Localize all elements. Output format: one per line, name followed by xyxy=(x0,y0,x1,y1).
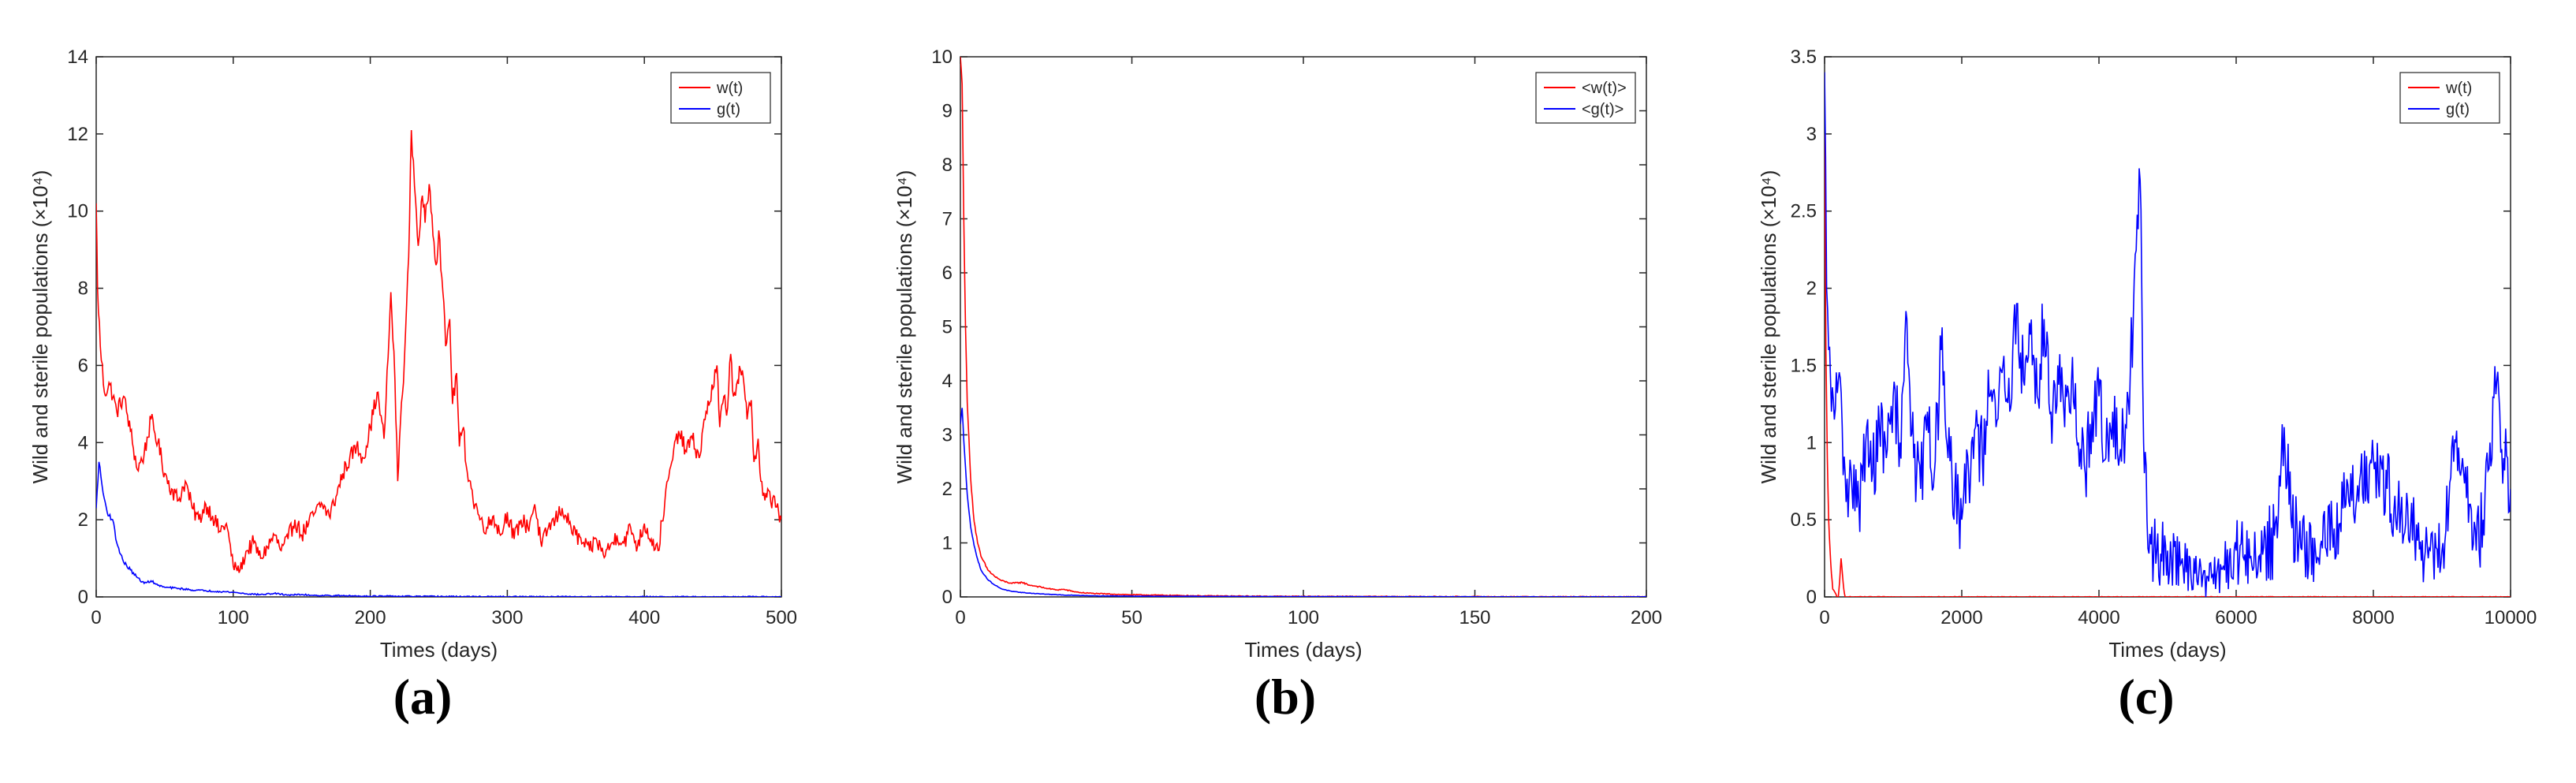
legend-entry: w(t) xyxy=(2445,80,2472,97)
y-tick-label: 6 xyxy=(942,263,952,284)
y-tick-label: 9 xyxy=(942,101,952,122)
legend-box xyxy=(2399,72,2500,124)
y-tick-label: 4 xyxy=(942,371,952,392)
x-tick-label: 200 xyxy=(355,607,386,628)
y-tick-label: 10 xyxy=(931,47,952,68)
panel-label: (c) xyxy=(2118,669,2174,725)
x-tick-label: 4000 xyxy=(2078,607,2119,628)
x-tick-label: 100 xyxy=(218,607,249,628)
x-tick-label: 8000 xyxy=(2352,607,2394,628)
y-tick-label: 3 xyxy=(942,425,952,446)
legend-entry: g(t) xyxy=(2446,101,2470,118)
y-tick-label: 10 xyxy=(67,201,88,222)
y-tick-label: 4 xyxy=(78,432,88,453)
x-tick-label: 50 xyxy=(1121,607,1143,628)
x-tick-label: 0 xyxy=(91,607,101,628)
y-tick-label: 0 xyxy=(1806,587,1817,608)
legend-entry: w(t) xyxy=(716,80,743,97)
y-tick-label: 12 xyxy=(67,124,88,145)
series-line-c-0 xyxy=(1825,133,2511,597)
legend: w(t) g(t) xyxy=(2399,72,2500,124)
chart-panel-b: 0 50 100 150 200 0 1 2 3 4 5 6 7 8 9 10 Times (days) Wild… xyxy=(893,47,1662,725)
x-tick-label: 0 xyxy=(955,607,965,628)
panel-label: (b) xyxy=(1254,669,1316,725)
series-line-a-0 xyxy=(96,129,781,573)
x-axis-label: Times (days) xyxy=(380,638,498,662)
x-tick-label: 400 xyxy=(628,607,660,628)
series-line-a-1 xyxy=(96,461,781,597)
y-tick-label: 8 xyxy=(942,155,952,176)
y-tick-label: 1.5 xyxy=(1791,355,1817,376)
chart-panel-c: 0 2000 4000 6000 8000 10000 0 0.5 1 1.5 2 2.5 3 3.5 Ti… xyxy=(1757,47,2537,725)
y-tick-label: 6 xyxy=(78,355,88,376)
x-tick-label: 6000 xyxy=(2215,607,2257,628)
legend-box xyxy=(670,72,771,124)
y-tick-label: 2 xyxy=(78,509,88,531)
y-tick-label: 2 xyxy=(942,479,952,500)
y-tick-label: 2 xyxy=(1806,278,1817,300)
y-tick-label: 8 xyxy=(78,278,88,300)
y-tick-label: 0 xyxy=(942,587,952,608)
legend-entry: <w(t)> xyxy=(1582,80,1627,97)
series-line-b-0 xyxy=(960,57,1646,597)
legend-entry: g(t) xyxy=(717,101,740,118)
panel-label: (a) xyxy=(393,669,453,725)
x-tick-label: 10000 xyxy=(2485,607,2537,628)
legend-entry: <g(t)> xyxy=(1582,101,1624,118)
x-tick-label: 100 xyxy=(1288,607,1319,628)
y-tick-label: 1 xyxy=(1806,432,1817,453)
chart-panel-a: 0 100 200 300 400 500 0 2 4 6 8 10 12 14 Times (days) W… xyxy=(28,47,797,725)
y-tick-label: 14 xyxy=(67,47,88,68)
y-tick-label: 1 xyxy=(942,533,952,554)
x-tick-label: 300 xyxy=(491,607,523,628)
x-tick-label: 2000 xyxy=(1940,607,1982,628)
series-line-b-1 xyxy=(960,408,1646,597)
y-axis-label: Wild and sterile populations (×10⁴) xyxy=(893,170,916,484)
y-tick-label: 3 xyxy=(1806,124,1817,145)
plot-area xyxy=(960,56,1647,598)
x-tick-label: 200 xyxy=(1631,607,1662,628)
y-axis-label: Wild and sterile populations (×10⁴) xyxy=(1757,170,1780,484)
y-tick-label: 0 xyxy=(78,587,88,608)
x-tick-label: 0 xyxy=(1819,607,1829,628)
legend-box xyxy=(1535,72,1636,124)
x-axis-label: Times (days) xyxy=(1244,638,1362,662)
x-tick-label: 500 xyxy=(766,607,797,628)
series-line-c-1 xyxy=(1825,72,2511,597)
y-tick-label: 5 xyxy=(942,317,952,338)
y-tick-label: 7 xyxy=(942,209,952,230)
y-tick-label: 0.5 xyxy=(1791,509,1817,531)
legend: w(t) g(t) xyxy=(670,72,771,124)
y-axis-label: Wild and sterile populations (×10⁴) xyxy=(28,170,52,484)
x-axis-label: Times (days) xyxy=(2108,638,2226,662)
y-tick-label: 2.5 xyxy=(1791,201,1817,222)
legend: <w(t)> <g(t)> xyxy=(1535,72,1636,124)
y-tick-label: 3.5 xyxy=(1791,47,1817,68)
x-tick-label: 150 xyxy=(1459,607,1490,628)
